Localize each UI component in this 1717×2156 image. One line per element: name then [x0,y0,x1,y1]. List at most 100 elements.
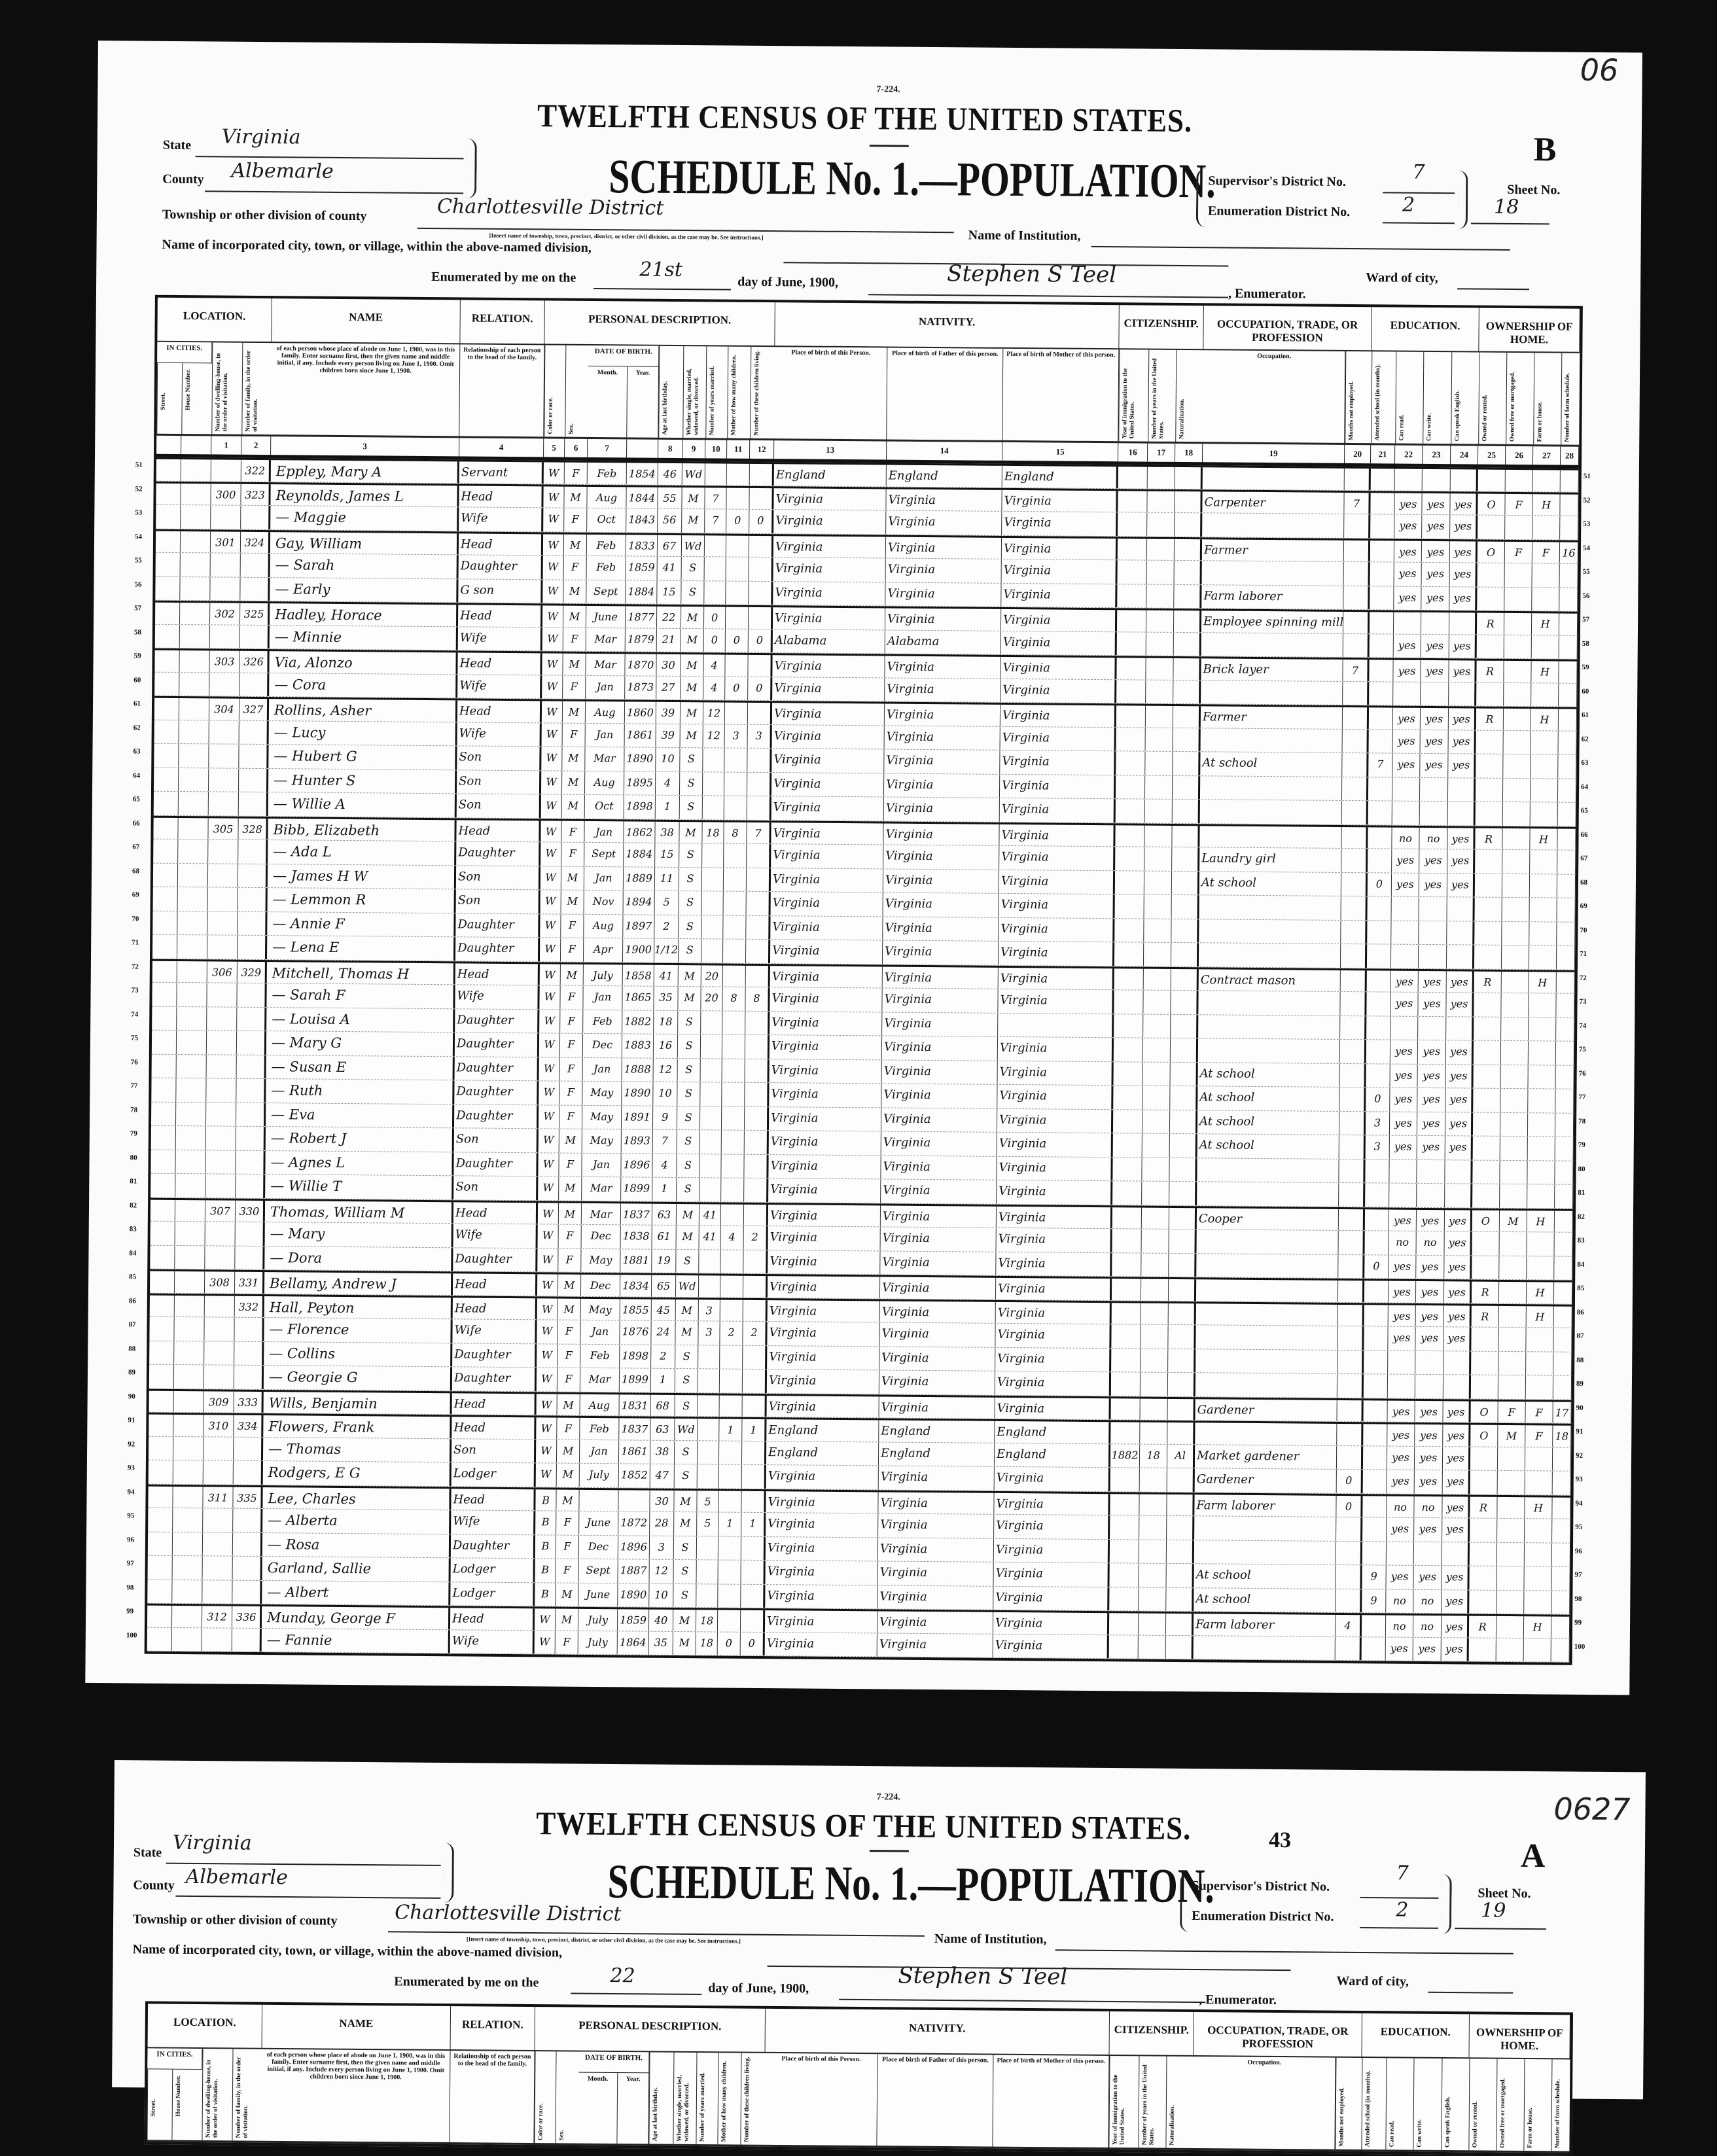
school-months-cell [1362,1517,1387,1542]
group-header-nativity: NATIVITY. [765,2008,1110,2055]
form-number: 7-224. [876,1792,900,1803]
house-number-cell [175,1245,205,1269]
children-born-cell: 8 [724,822,747,843]
children-born-cell [722,1082,745,1106]
relation-cell: Lodger [450,1558,535,1582]
school-months-cell [1368,707,1394,730]
line-number: 98 [1574,1595,1582,1603]
house-number-cell [175,1173,206,1197]
owned-rented-cell [1474,874,1503,897]
owned-rented-cell: O [1472,1210,1500,1231]
occupation-cell [1195,1373,1338,1398]
dwelling-number-cell [205,1102,237,1126]
color-cell: W [540,794,562,819]
marital-status-cell: S [677,1034,701,1058]
children-born-cell [724,748,748,772]
school-months-cell [1368,777,1393,801]
occupation-cell [1199,825,1342,848]
township-note: [Insert name of township, town, precinct… [489,232,764,241]
line-number: 63 [133,747,141,756]
title-divider [869,145,909,147]
can-speak-english-cell: yes [1448,754,1476,778]
children-living-cell: 2 [743,1226,768,1250]
enumerator-line [868,294,1228,298]
years-married-cell [705,463,727,486]
free-mortgaged-cell: F [1504,541,1533,563]
owned-rented-cell [1474,1017,1502,1040]
age-cell: 63 [650,1418,675,1440]
family-number-cell [236,1055,266,1079]
children-born-cell [718,1536,742,1560]
children-living-cell: 3 [747,724,772,749]
line-number: 83 [129,1225,137,1233]
dwelling-number-cell [207,1006,238,1031]
can-speak-english-cell: yes [1448,708,1477,730]
can-write-cell: yes [1415,1326,1444,1351]
naturalization-cell [1173,728,1201,752]
birth-year-cell: 1896 [621,1153,653,1177]
father-birthplace-cell: Virginia [885,558,1002,583]
street-cell [149,1414,174,1436]
father-birthplace-cell: Virginia [877,1611,994,1634]
birthplace-cell: Virginia [768,1204,881,1227]
free-mortgaged-cell: M [1499,1210,1528,1232]
marital-status-cell: S [673,1536,698,1560]
occupation-cell [1196,1253,1339,1278]
months-unemployed-cell [1339,1135,1366,1159]
column-header: Attended school (in months). [1361,2057,1387,2150]
years-married-cell [701,891,724,915]
birth-month-cell: Aug [584,771,625,795]
occupation-cell: Farm laborer [1194,1494,1337,1517]
marital-status-cell: S [674,1440,698,1464]
line-number: 94 [1575,1499,1583,1508]
years-married-cell [698,1369,720,1393]
years-in-us-cell [1144,799,1173,823]
children-born-cell [721,1130,745,1154]
children-living-cell: 2 [743,1321,768,1345]
column-header: Place of birth of this Person. [764,2053,878,2146]
column-header: of each person whose place of abode on J… [271,343,461,436]
years-married-cell: 7 [705,487,727,509]
relation-cell: Wife [457,674,542,699]
immigration-year-cell [1109,1563,1139,1587]
house-number-cell [175,1125,206,1150]
family-number-cell [236,1031,267,1055]
mother-birthplace-cell: Virginia [993,1634,1109,1659]
farm-schedule-cell [1560,516,1579,540]
immigration-year-cell [1110,1468,1140,1492]
can-write-cell: yes [1415,1400,1443,1423]
can-write-cell [1418,1016,1447,1040]
owned-rented-cell: R [1468,1616,1497,1638]
owned-rented-cell: R [1470,1496,1498,1518]
family-number-cell: 328 [238,818,268,840]
immigration-year-cell [1114,968,1144,990]
can-write-cell [1421,682,1449,706]
column-number: 22 [1394,445,1423,464]
can-write-cell: yes [1416,1255,1445,1279]
sex-cell: F [564,462,588,484]
owned-rented-cell: R [1474,971,1502,993]
immigration-year-cell [1109,1587,1139,1611]
free-mortgaged-cell: F [1498,1401,1526,1423]
farm-house-cell [1531,730,1559,754]
color-cell: W [539,1081,560,1105]
immigration-year-cell [1111,1348,1141,1372]
house-number-cell [180,603,211,624]
immigration-year-cell [1114,894,1144,919]
naturalization-cell [1171,942,1199,966]
family-number-cell [236,1174,266,1198]
age-cell: 68 [650,1394,675,1416]
form-number: 7-224. [876,84,900,95]
occupation-cell: At school [1194,1587,1336,1612]
column-header: Age at last birthday. [658,345,684,438]
street-cell [150,1199,176,1221]
street-cell [152,934,178,959]
column-header: Relationship of each person to the head … [450,2051,535,2144]
children-born-cell [723,868,747,891]
census-sheet-18b: 7-224. TWELFTH CENSUS OF THE UNITED STAT… [85,41,1642,1695]
months-unemployed-cell [1337,1373,1364,1398]
children-living-cell [741,1584,766,1608]
can-write-cell [1415,1374,1444,1398]
free-mortgaged-cell [1497,1496,1525,1519]
line-number: 91 [128,1416,135,1424]
